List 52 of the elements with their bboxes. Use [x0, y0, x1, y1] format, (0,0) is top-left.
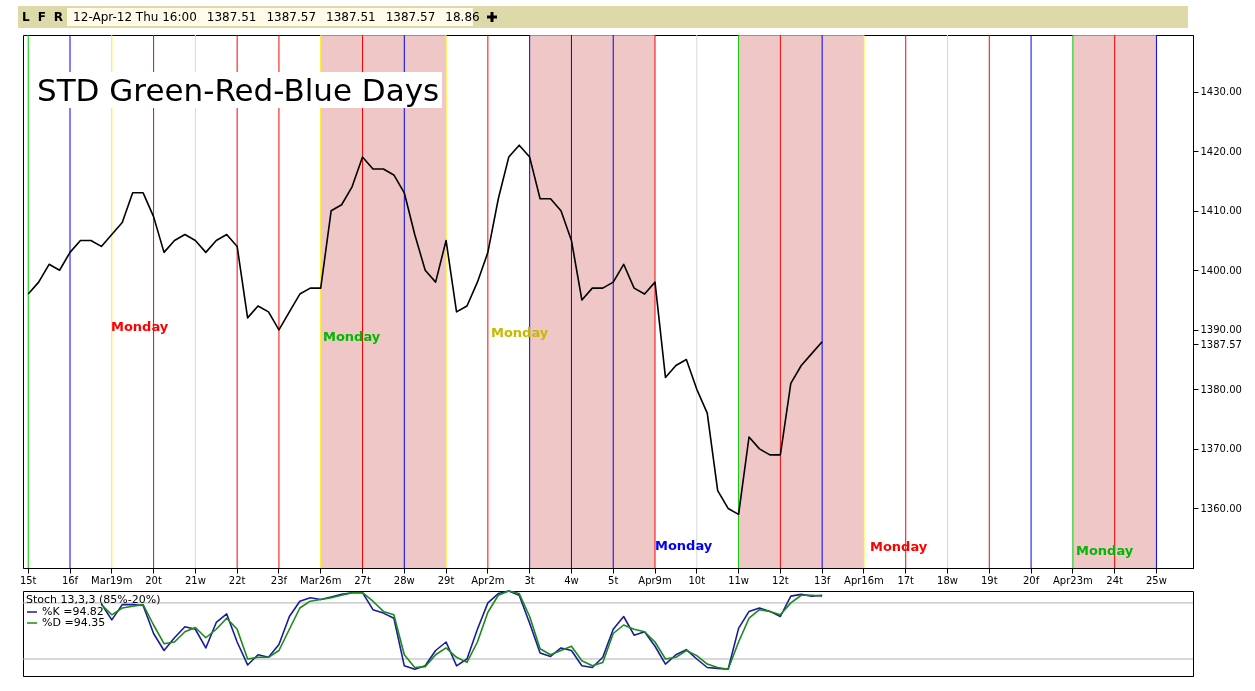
x-tick-label: 20f	[1022, 574, 1040, 586]
y-tick-label: 1390.00	[1200, 324, 1242, 336]
text: 1387.51	[206, 10, 257, 24]
y-tick-label: 1360.00	[1200, 502, 1242, 514]
x-tick-label: 15t	[19, 574, 37, 586]
x-tick-label: 16f	[61, 574, 79, 586]
text: 1387.57	[385, 10, 436, 24]
y-tick-label: 1420.00	[1200, 145, 1242, 157]
x-tick-label: 29t	[437, 574, 455, 586]
x-tick-label: 27t	[354, 574, 371, 586]
text: R	[53, 10, 64, 24]
x-tick-label: Mar26m	[300, 574, 342, 586]
x-tick-label: Apr2m	[471, 574, 505, 586]
text: STD Green-Red-Blue Days	[34, 72, 443, 108]
legend-label: %K =94.82	[42, 605, 104, 618]
x-tick-label: Apr23m	[1052, 574, 1093, 586]
x-tick-label: 28w	[393, 574, 415, 586]
x-tick-label: 11w	[728, 574, 750, 586]
text: 1387.57	[266, 10, 317, 24]
x-tick-label: 21w	[184, 574, 206, 586]
x-tick-label: 10t	[688, 574, 706, 586]
x-tick-label: 12t	[772, 574, 789, 586]
y-tick-label: 1430.00	[1200, 86, 1242, 98]
x-tick-label: Mar19m	[91, 574, 133, 586]
y-tick-label: 1380.00	[1200, 383, 1242, 395]
x-tick-label: Apr16m	[844, 574, 884, 586]
y-tick-label: 1400.00	[1200, 264, 1242, 276]
legend-label: %D =94.35	[42, 616, 106, 629]
x-tick-label: 23f	[270, 574, 288, 586]
line-series	[27, 144, 823, 516]
x-tick-label: 13f	[814, 574, 831, 586]
x-tick-label: 22t	[228, 574, 246, 586]
text: L	[22, 10, 30, 24]
x-tick-label: 5t	[608, 574, 619, 586]
x-tick-label: 19t	[980, 574, 998, 586]
x-tick-label: 25w	[1145, 574, 1167, 586]
x-tick-label: 20t	[145, 574, 162, 586]
annotation: Monday	[655, 538, 713, 553]
x-tick-label: 3t	[524, 574, 535, 586]
y-tick-label: 1370.00	[1200, 443, 1242, 455]
legend-title: Stoch 13,3,3 (85%-20%)	[26, 593, 161, 606]
text: F	[37, 10, 46, 24]
x-tick-label: Apr9m	[638, 574, 672, 586]
x-tick-label: 4w	[564, 574, 579, 586]
y-tick-label: 1410.00	[1200, 205, 1242, 217]
x-tick-label: 17t	[897, 574, 915, 586]
x-tick-label: 18w	[937, 574, 958, 586]
x-tick-label: 24t	[1106, 574, 1124, 586]
text: 1387.51	[326, 10, 376, 24]
y-tick-label: 1387.57	[1200, 338, 1242, 350]
text: 12-Apr-12 Thu 16:00	[73, 10, 197, 24]
text: 18.86	[445, 10, 480, 24]
